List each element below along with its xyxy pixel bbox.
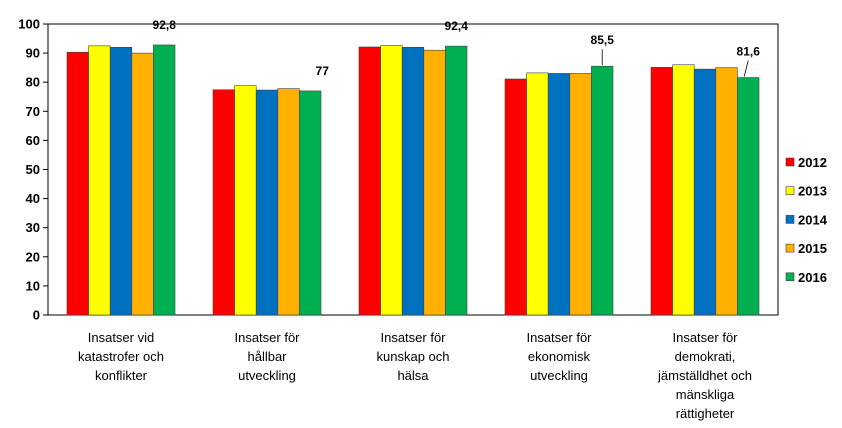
bar-2016-3 <box>445 45 468 316</box>
data-label: 85,5 <box>591 33 615 47</box>
y-tick-label: 70 <box>26 104 40 119</box>
category-label: mänskliga <box>676 387 735 402</box>
bar-2012-3 <box>358 46 381 316</box>
category-label: hållbar <box>247 349 287 364</box>
bar-2012-5 <box>650 67 673 316</box>
bar-2013-5 <box>672 64 695 316</box>
category-label: katastrofer och <box>78 349 164 364</box>
data-labels: 92,8 77 92,4 85,5 81,6 <box>153 18 761 78</box>
category-label: demokrati, <box>675 349 736 364</box>
bar-2016-4 <box>591 65 614 316</box>
category-label: Insatser för <box>380 330 446 345</box>
bar-2015-1 <box>131 52 154 316</box>
category-label: kunskap och <box>377 349 450 364</box>
category-label: konflikter <box>95 368 148 383</box>
category-label: Insatser vid <box>88 330 154 345</box>
y-axis: 0 10 20 30 40 50 60 70 80 90 100 <box>18 17 48 323</box>
bar-2014-5 <box>693 68 717 316</box>
category-label: jämställdhet och <box>657 368 752 383</box>
y-tick-label: 90 <box>26 46 40 61</box>
bar-2015-4 <box>569 73 592 316</box>
y-tick-label: 20 <box>26 249 40 264</box>
legend-label: 2012 <box>798 155 827 170</box>
bar-2016-2 <box>299 90 322 316</box>
bar-2012-4 <box>504 78 527 316</box>
bar-2013-3 <box>380 45 403 316</box>
bar-2014-1 <box>109 46 133 316</box>
category-label: hälsa <box>397 368 429 383</box>
data-label: 92,8 <box>153 18 177 32</box>
bar-2014-2 <box>255 89 279 316</box>
bar-2012-2 <box>212 89 235 316</box>
category-label: ekonomisk <box>528 349 591 364</box>
category-labels: Insatser vid katastrofer och konflikter Ins… <box>78 330 752 421</box>
bar-2015-5 <box>715 67 738 316</box>
category-label: utveckling <box>530 368 588 383</box>
data-label: 92,4 <box>445 19 469 33</box>
category-label: rättigheter <box>676 406 735 421</box>
bar-2016-1 <box>153 44 176 316</box>
category-label: Insatser för <box>672 330 738 345</box>
legend-label: 2013 <box>798 184 827 199</box>
legend-label: 2014 <box>798 212 828 227</box>
y-tick-label: 80 <box>26 75 40 90</box>
bar-2014-3 <box>401 46 425 316</box>
y-tick-label: 50 <box>26 162 40 177</box>
legend: 2012 2013 2014 2015 2016 <box>785 155 828 285</box>
bar-2013-1 <box>88 45 111 316</box>
y-tick-label: 10 <box>26 278 40 293</box>
data-label: 77 <box>316 64 330 78</box>
y-tick-label: 100 <box>18 17 40 32</box>
bar-2015-3 <box>423 49 446 316</box>
y-tick-label: 30 <box>26 220 40 235</box>
bar-2013-4 <box>526 72 549 316</box>
legend-swatch-2015 <box>785 243 795 253</box>
data-label-leader <box>743 60 749 77</box>
bars <box>66 44 760 316</box>
legend-swatch-2013 <box>785 186 795 195</box>
y-tick-label: 0 <box>33 308 40 323</box>
bar-2016-5 <box>737 77 760 316</box>
y-tick-label: 40 <box>26 191 40 206</box>
y-tick-label: 60 <box>26 133 40 148</box>
category-label: utveckling <box>238 368 296 383</box>
legend-swatch-2016 <box>785 272 795 282</box>
data-label: 81,6 <box>737 45 761 59</box>
bar-2014-4 <box>547 73 571 316</box>
bar-2012-1 <box>66 51 89 316</box>
legend-label: 2015 <box>798 241 827 256</box>
legend-swatch-2014 <box>785 215 795 224</box>
legend-label: 2016 <box>798 270 827 285</box>
category-label: Insatser för <box>234 330 300 345</box>
bar-2015-2 <box>277 88 300 316</box>
category-label: Insatser för <box>526 330 592 345</box>
legend-swatch-2012 <box>785 157 795 167</box>
bar-2013-2 <box>234 85 257 316</box>
